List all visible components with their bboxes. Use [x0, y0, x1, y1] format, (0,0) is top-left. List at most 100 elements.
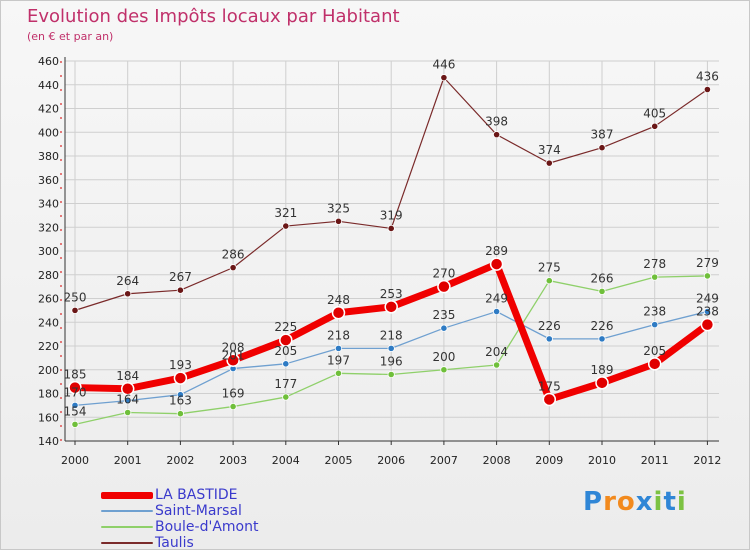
data-point-saint-marsal: [71, 401, 79, 409]
data-point-boule-d-amont: [545, 277, 553, 285]
data-point-la-bastide: [700, 317, 715, 332]
data-point-boule-d-amont: [334, 369, 343, 377]
data-point-la-bastide: [489, 257, 504, 271]
data-label-saint-marsal: 226: [538, 319, 561, 333]
data-label-taulis: 374: [538, 143, 561, 157]
legend-swatch: [101, 491, 153, 499]
legend-swatch: [101, 542, 153, 544]
data-label-saint-marsal: 238: [643, 305, 666, 319]
chart-subtitle: (en € et par an): [27, 30, 114, 43]
legend-label: Taulis: [155, 535, 194, 551]
x-tick-label: 2007: [430, 454, 458, 467]
y-tick-label: 420: [38, 103, 59, 116]
y-tick-label: 160: [38, 411, 59, 424]
data-label-saint-marsal: 218: [380, 328, 403, 342]
data-label-taulis: 250: [64, 290, 87, 304]
x-tick-label: 2004: [272, 454, 300, 467]
data-point-boule-d-amont: [651, 273, 659, 281]
data-labels: 250 264 267 286 321 325 319 446 398 374 387 405 436 1…: [64, 58, 719, 419]
data-point-boule-d-amont: [387, 370, 395, 379]
legend-item: Boule-d'Amont: [101, 519, 258, 535]
data-label-taulis: 387: [591, 128, 614, 142]
data-label-boule-d-amont: 200: [432, 350, 455, 364]
data-point-saint-marsal: [176, 391, 184, 399]
data-point-la-bastide: [542, 392, 557, 407]
logo-letter: o: [616, 487, 636, 517]
x-tick-label: 2008: [483, 454, 511, 467]
y-tick-label: 300: [38, 245, 59, 258]
data-label-la-bastide: 270: [432, 267, 455, 281]
x-tick-label: 2003: [219, 454, 247, 467]
data-point-saint-marsal: [492, 307, 501, 316]
y-tick-label: 240: [38, 316, 59, 329]
data-point-boule-d-amont: [492, 361, 501, 369]
x-tick-label: 2002: [166, 454, 194, 467]
logo-letter: t: [663, 487, 677, 517]
data-label-taulis: 436: [696, 70, 719, 84]
data-point-la-bastide: [226, 353, 240, 367]
data-point-taulis: [440, 74, 448, 82]
data-label-la-bastide: 175: [538, 379, 561, 393]
data-point-taulis: [387, 224, 395, 233]
data-label-la-bastide: 225: [274, 320, 297, 334]
data-label-taulis: 264: [116, 274, 139, 288]
data-label-saint-marsal: 205: [274, 344, 297, 358]
data-point-saint-marsal: [124, 397, 132, 405]
data-label-taulis: 446: [432, 58, 455, 72]
data-label-la-bastide: 248: [327, 293, 350, 307]
legend: LA BASTIDE Saint-Marsal Boule-d'Amont Tauli…: [101, 487, 258, 551]
data-point-taulis: [492, 131, 501, 139]
y-tick-label: 380: [38, 150, 59, 163]
data-label-saint-marsal: 249: [485, 292, 508, 306]
data-label-taulis: 319: [380, 208, 403, 222]
x-tick-label: 2009: [535, 454, 563, 467]
data-point-boule-d-amont: [703, 272, 712, 280]
data-point-taulis: [71, 306, 79, 314]
legend-swatch: [101, 510, 153, 512]
logo-letter: i: [653, 487, 664, 517]
data-point-saint-marsal: [282, 360, 290, 368]
legend-item: Taulis: [101, 535, 258, 551]
data-label-saint-marsal: 170: [64, 385, 87, 399]
data-label-saint-marsal: 226: [591, 319, 614, 333]
x-tick-label: 2001: [114, 454, 142, 467]
data-point-saint-marsal: [387, 344, 395, 352]
data-label-la-bastide: 193: [169, 358, 192, 372]
data-point-la-bastide: [120, 382, 135, 396]
data-point-taulis: [229, 264, 237, 272]
y-tick-label: 200: [38, 364, 59, 377]
y-tick-label: 460: [38, 55, 59, 68]
data-point-boule-d-amont: [176, 410, 184, 418]
y-tick-label: 320: [38, 221, 59, 234]
data-label-taulis: 325: [327, 201, 350, 215]
data-point-taulis: [651, 122, 659, 130]
x-tick-label: 2006: [377, 454, 405, 467]
data-point-taulis: [282, 222, 290, 230]
data-point-taulis: [124, 290, 132, 298]
data-label-saint-marsal: 218: [327, 328, 350, 342]
data-label-la-bastide: 189: [591, 363, 614, 377]
data-label-boule-d-amont: 197: [327, 353, 350, 367]
data-label-la-bastide: 289: [485, 244, 508, 258]
data-label-taulis: 398: [485, 115, 508, 129]
data-point-la-bastide: [331, 306, 346, 320]
data-point-taulis: [334, 217, 343, 225]
legend-item: LA BASTIDE: [101, 487, 258, 503]
data-point-la-bastide: [437, 279, 451, 294]
data-point-saint-marsal: [598, 335, 606, 343]
data-point-la-bastide: [647, 357, 662, 371]
data-label-la-bastide: 205: [643, 344, 666, 358]
proxiti-logo: Proxiti: [583, 487, 687, 517]
data-label-boule-d-amont: 204: [485, 345, 508, 359]
data-label-la-bastide: 185: [64, 368, 87, 382]
data-label-boule-d-amont: 196: [380, 355, 403, 369]
y-tick-label: 280: [38, 269, 59, 282]
y-tick-label: 140: [38, 435, 59, 448]
y-tick-label: 180: [38, 388, 59, 401]
data-point-boule-d-amont: [71, 420, 79, 428]
data-label-la-bastide: 184: [116, 369, 139, 383]
data-point-la-bastide: [173, 371, 188, 385]
axes: 140 160 180 200 220 240 260 280 300 320 340 360 380 4…: [38, 55, 721, 467]
logo-letter: P: [583, 487, 604, 517]
